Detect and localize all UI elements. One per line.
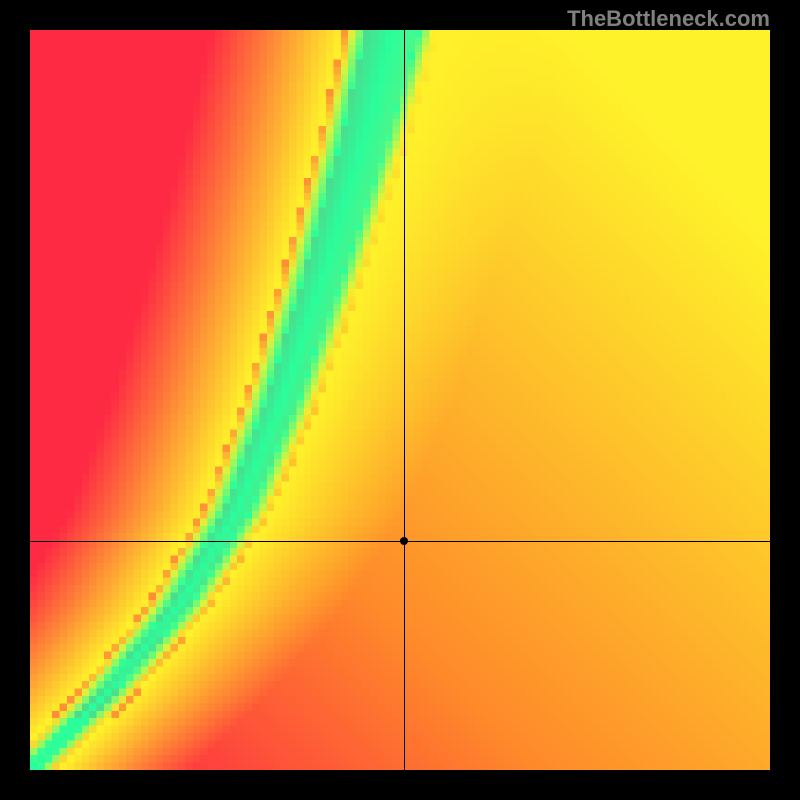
crosshair-marker bbox=[400, 537, 408, 545]
watermark-text: TheBottleneck.com bbox=[567, 6, 770, 32]
plot-area bbox=[30, 30, 770, 770]
heatmap-canvas bbox=[30, 30, 770, 770]
crosshair-vertical bbox=[404, 30, 405, 770]
chart-container: TheBottleneck.com bbox=[0, 0, 800, 800]
